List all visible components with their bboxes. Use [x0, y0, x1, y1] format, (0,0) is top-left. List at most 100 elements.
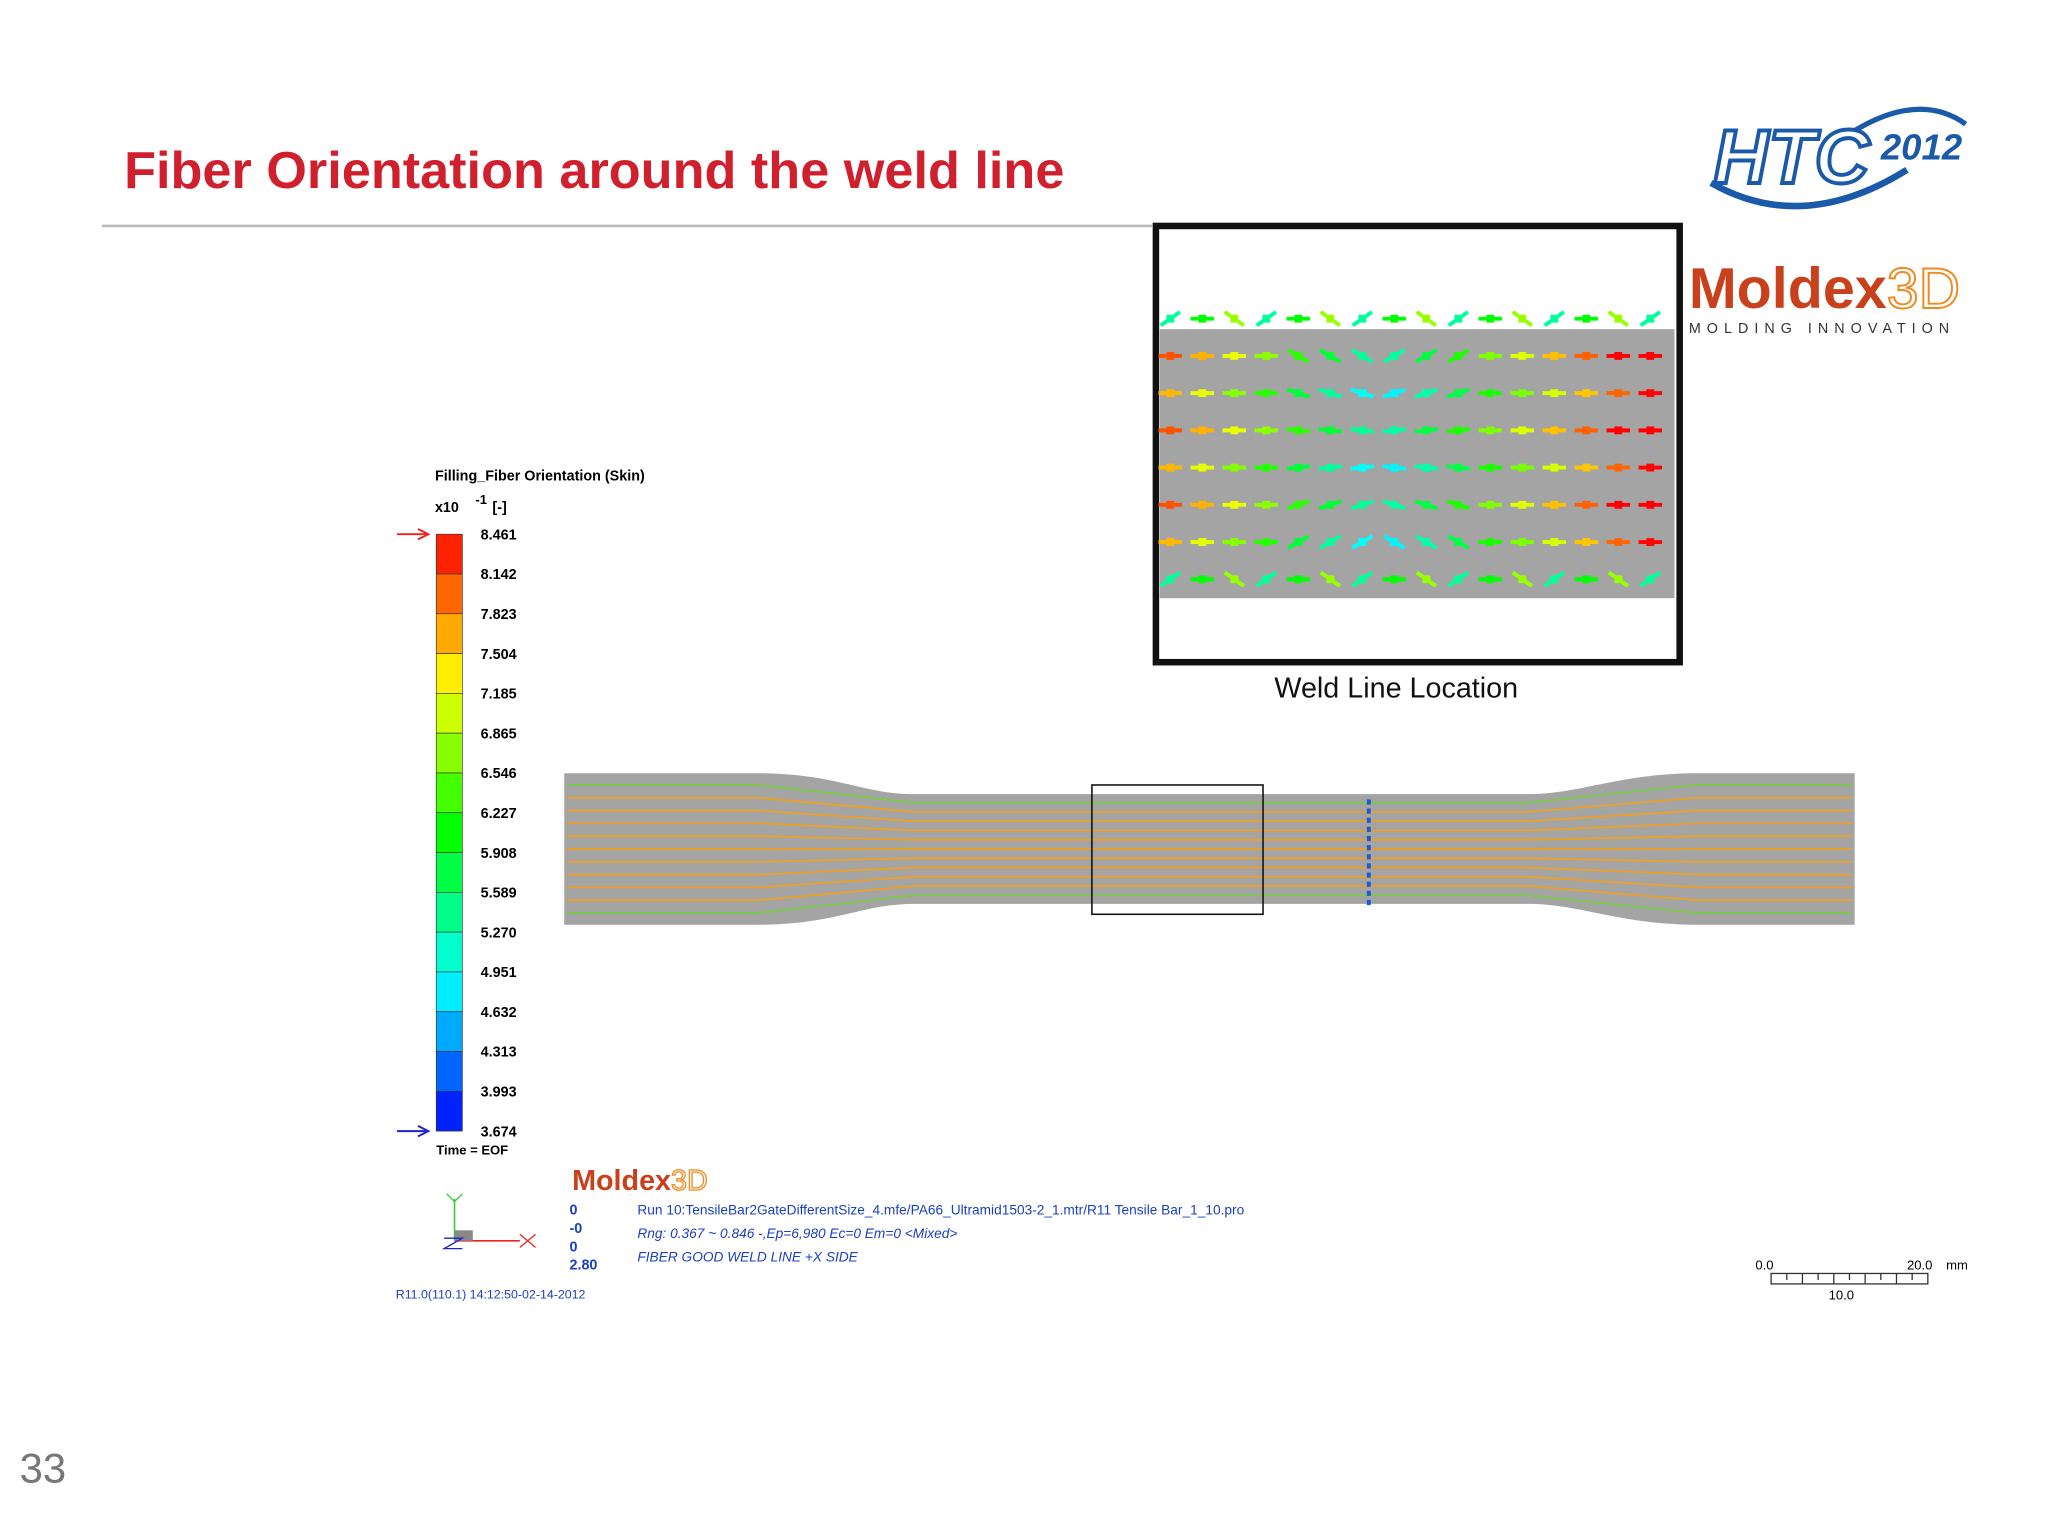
fiber-dot	[1262, 575, 1271, 584]
fiber-dot	[1454, 500, 1463, 509]
fiber-dot	[1198, 538, 1207, 546]
legend-swatch	[435, 573, 463, 615]
fiber-dot	[1550, 500, 1559, 509]
coord: 0	[569, 1203, 577, 1219]
fiber-dot	[1326, 314, 1335, 323]
fiber-dot	[1454, 426, 1463, 435]
fiber-dot	[1486, 575, 1495, 584]
fiber-dot	[1390, 500, 1399, 509]
fiber-dot	[1358, 314, 1367, 323]
flow-lines	[566, 784, 1853, 914]
fiber-dot	[1518, 575, 1527, 584]
htc-year: 2012	[1880, 126, 1962, 167]
fiber-dot	[1486, 352, 1495, 360]
legend-swatch	[435, 732, 463, 774]
fiber-dot	[1454, 538, 1463, 546]
legend-swatch	[435, 1011, 463, 1052]
fiber-dot	[1550, 538, 1559, 546]
htc-logo: HTC 2012	[1709, 106, 1968, 210]
fiber-dot	[1326, 463, 1335, 472]
coord: -0	[569, 1221, 582, 1237]
fiber-dot	[1198, 389, 1207, 398]
fiber-dot	[1486, 538, 1495, 546]
coord: 2.80	[569, 1258, 597, 1274]
fiber-dot	[1518, 314, 1527, 323]
fiber-dot	[1166, 463, 1175, 472]
fiber-dot	[1294, 575, 1303, 584]
fiber-dot	[1614, 426, 1623, 435]
flow-line	[566, 885, 1853, 902]
fiber-dot	[1614, 314, 1623, 323]
fiber-dot	[1198, 426, 1207, 435]
fiber-dot	[1454, 575, 1463, 584]
fiber-dot	[1230, 314, 1239, 323]
htc-text: HTC	[1714, 115, 1871, 200]
fiber-dot	[1614, 500, 1623, 509]
fiber-dot	[1198, 463, 1207, 472]
fiber-dot	[1646, 389, 1655, 398]
brand-suffix: 3D	[1887, 257, 1960, 321]
fiber-dot	[1166, 500, 1175, 509]
fiber-dot	[1326, 389, 1335, 398]
fiber-dot	[1358, 538, 1367, 546]
fiber-dot	[1262, 500, 1271, 509]
fiber-dot	[1646, 500, 1655, 509]
legend-label: 8.461	[481, 527, 517, 543]
fiber-dot	[1262, 426, 1271, 435]
fiber-dot	[1358, 389, 1367, 398]
inset-arrows	[1158, 310, 1663, 588]
fiber-dot	[1646, 575, 1655, 584]
fiber-dot	[1358, 352, 1367, 360]
zoom-box	[1091, 784, 1264, 916]
fiber-dot	[1166, 389, 1175, 398]
coords: 0 -0 0 2.80	[569, 1203, 597, 1274]
legend-swatch	[435, 971, 463, 1013]
info-logo: Moldex3D	[572, 1165, 708, 1197]
legend-label: 8.142	[481, 567, 517, 583]
brand: Moldex	[1689, 257, 1887, 321]
legend-exponent: -1	[475, 492, 487, 507]
flow-line	[566, 784, 1853, 804]
fiber-dot	[1582, 538, 1591, 546]
fiber-dot	[1230, 426, 1239, 435]
flow-line	[566, 875, 1853, 889]
fiber-dot	[1198, 352, 1207, 360]
fiber-dot	[1550, 352, 1559, 360]
moldex-tagline: MOLDING INNOVATION	[1689, 321, 1955, 337]
axis-origin	[454, 1230, 473, 1241]
min-arrow	[397, 1125, 431, 1138]
legend-swatch	[435, 613, 463, 654]
fiber-dot	[1358, 575, 1367, 584]
flow-line	[566, 822, 1853, 832]
scale-unit: mm	[1946, 1258, 1968, 1273]
legend-title: Filling_Fiber Orientation (Skin)	[435, 469, 645, 485]
fiber-dot	[1230, 389, 1239, 398]
fiber-dot	[1262, 389, 1271, 398]
coord: 0	[569, 1239, 577, 1255]
fiber-dot	[1358, 500, 1367, 509]
fiber-dot	[1166, 314, 1175, 323]
fiber-dot	[1166, 575, 1175, 584]
fiber-dot	[1518, 500, 1527, 509]
fiber-dot	[1422, 314, 1431, 323]
legend-scale: 8.461 8.142 7.823 7.504 7.185 6.865 6.546 6.227…	[435, 527, 517, 1140]
fiber-dot	[1518, 426, 1527, 435]
legend-swatch	[435, 533, 463, 575]
fiber-dot	[1230, 352, 1239, 360]
inset-caption: Weld Line Location	[1274, 672, 1518, 704]
fiber-dot	[1582, 463, 1591, 472]
legend-swatch	[435, 812, 463, 853]
legend-swatch	[435, 931, 463, 973]
fiber-dot	[1582, 575, 1591, 584]
fiber-dot	[1262, 314, 1271, 323]
axis-z	[441, 1237, 465, 1250]
legend-label: 6.546	[481, 766, 517, 782]
fiber-dot	[1614, 463, 1623, 472]
fiber-dot	[1614, 389, 1623, 398]
fiber-dot	[1166, 352, 1175, 360]
axis-x-head	[519, 1233, 536, 1248]
fiber-dot	[1230, 575, 1239, 584]
fiber-dot	[1294, 463, 1303, 472]
